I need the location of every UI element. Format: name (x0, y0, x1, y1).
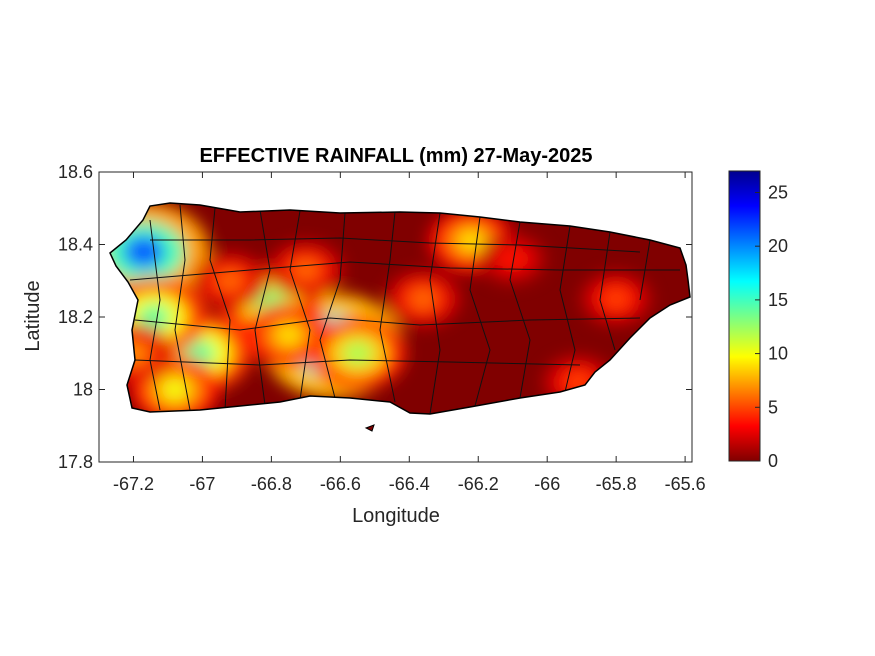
y-tick-label: 18.2 (58, 307, 93, 327)
colorbar-tick-label: 10 (768, 344, 788, 364)
rainfall-hotspot (411, 289, 435, 309)
y-axis-label: Latitude (22, 280, 44, 351)
colorbar-tick-label: 5 (768, 397, 778, 417)
rainfall-hotspot (605, 290, 628, 308)
y-ticks: 18.6 18.4 18.2 18 17.8 (58, 162, 692, 472)
x-tick-label: -66.4 (389, 474, 430, 494)
rainfall-hotspot (123, 235, 165, 269)
rainfall-hotspot (275, 324, 303, 346)
rainfall-hotspot (294, 260, 318, 280)
x-tick-label: -65.8 (596, 474, 637, 494)
y-tick-label: 18.6 (58, 162, 93, 182)
x-tick-label: -65.6 (665, 474, 706, 494)
rainfall-hotspot (502, 250, 524, 268)
colorbar-tick-label: 20 (768, 236, 788, 256)
x-tick-label: -66.6 (320, 474, 361, 494)
x-axis-label: Longitude (352, 505, 440, 527)
x-tick-label: -67 (189, 474, 215, 494)
small-islet (364, 424, 375, 432)
rainfall-hotspot (218, 271, 242, 291)
y-tick-label: 17.8 (58, 452, 93, 472)
x-tick-label: -66.2 (458, 474, 499, 494)
municipality-boundaries (129, 204, 680, 414)
y-tick-label: 18.4 (58, 235, 93, 255)
x-ticks: -67.2 -67 -66.8 -66.6 -66.4 -66.2 -66 -65.8 -65.… (113, 172, 706, 494)
y-tick-label: 18 (73, 380, 93, 400)
rainfall-hotspot (137, 303, 171, 331)
colorbar-tick-label: 0 (768, 451, 778, 471)
island-outline (109, 202, 691, 415)
colorbar-tick-label: 25 (768, 182, 788, 202)
colorbar (728, 170, 761, 462)
x-tick-label: -66.8 (251, 474, 292, 494)
rainfall-hotspot (457, 230, 485, 252)
rainfall-hotspot (160, 378, 189, 401)
x-tick-label: -67.2 (113, 474, 154, 494)
colorbar-tick-label: 15 (768, 290, 788, 310)
colorbar-ticks: 25 20 15 10 5 0 (755, 182, 788, 471)
x-tick-label: -66 (534, 474, 560, 494)
rainfall-hotspot (342, 341, 373, 366)
chart-title: EFFECTIVE RAINFALL (mm) 27-May-2025 (199, 145, 592, 167)
